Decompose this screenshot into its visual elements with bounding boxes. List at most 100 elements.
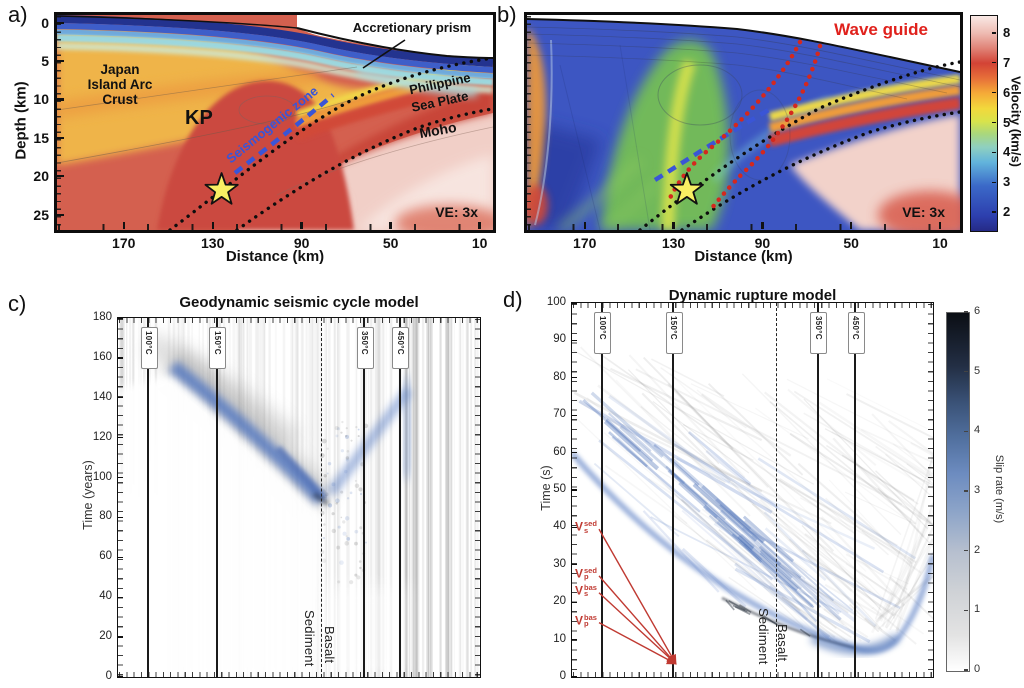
panel-d-letter: d): [503, 287, 523, 312]
panel-d-right-ticks: [927, 303, 933, 676]
panel-c-field-art: [117, 317, 480, 677]
japan-arc-crust-line2: Island Arc: [87, 76, 153, 92]
x-tick-label: 50: [382, 235, 399, 251]
y-tick-mark: [572, 564, 577, 566]
velocity-colorbar-tick-label: 3: [1003, 174, 1011, 190]
x-tick-label: 10: [471, 235, 488, 251]
x-tick-label: 90: [754, 235, 771, 251]
velocity-colorbar-tick-label: 6: [1003, 84, 1011, 100]
x-tick-mark: [211, 222, 214, 229]
y-tick-mark: [572, 302, 577, 304]
slip-colorbar-tick-mark: [964, 490, 968, 492]
velocity-colorbar-tick-mark: [992, 181, 996, 183]
y-tick-label: 60: [553, 445, 566, 458]
panel-c-title: Geodynamic seismic cycle model: [179, 294, 419, 311]
isotherm-line: [601, 303, 603, 677]
isotherm-line: [672, 303, 674, 677]
y-tick-mark: [572, 451, 577, 454]
x-tick-label: 130: [661, 235, 686, 251]
y-tick-label: 0: [41, 14, 49, 31]
distance-axis-label-b: Distance (km): [694, 248, 793, 265]
isotherm-line: [363, 318, 365, 677]
y-tick-mark: [118, 476, 123, 479]
isotherm-label: 450°C: [395, 330, 405, 355]
x-tick-mark: [300, 222, 303, 229]
isotherm-label-box: 350°C: [356, 327, 374, 369]
panel-c-right-ticks: [474, 318, 480, 676]
panel-a-velocity-section: [54, 12, 496, 233]
y-tick-mark: [572, 526, 577, 529]
velocity-colorbar-tick-label: 2: [1003, 204, 1011, 220]
panel-d-field-art: [571, 302, 933, 677]
velocity-colorbar-tick-mark: [992, 151, 996, 154]
y-tick-label: 25: [33, 206, 49, 223]
isotherm-label-box: 100°C: [594, 312, 612, 354]
isotherm-label: 100°C: [144, 330, 154, 355]
seismogenic-zone-dashed-line-b: [653, 106, 774, 182]
slip-colorbar-tick-label: 5: [974, 364, 981, 377]
y-tick-mark: [118, 636, 123, 638]
slip-rate-colorbar-label: Slip rate (m/s): [993, 454, 1005, 524]
velocity-colorbar-tick-label: 5: [1003, 114, 1011, 130]
y-tick-label: 0: [559, 670, 566, 682]
distance-axis-label-a: Distance (km): [225, 248, 325, 265]
hypocenter-star: [204, 172, 239, 205]
slip-colorbar-tick-mark: [964, 550, 968, 552]
y-tick-label: 40: [553, 520, 566, 533]
japan-arc-crust-line1: Japan: [100, 62, 140, 77]
japan-arc-crust-line3: Crust: [102, 91, 138, 107]
y-tick-label: 50: [553, 483, 566, 495]
isotherm-label-box: 100°C: [140, 327, 158, 369]
isotherm-line: [147, 318, 149, 677]
y-tick-label: 60: [99, 550, 112, 563]
x-tick-label: 50: [843, 235, 859, 251]
isotherm-line: [399, 318, 401, 677]
wave-speed-sup: bas: [584, 582, 597, 592]
y-tick-label: 160: [92, 350, 112, 363]
slip-colorbar-tick-label: 4: [974, 424, 981, 437]
velocity-colorbar-tick-label: 4: [1003, 144, 1011, 160]
lithology-boundary-dashed-line: [776, 303, 778, 677]
plate-interface-dotted-line-b: [638, 60, 960, 230]
wave-speed-sup: sed: [584, 519, 597, 529]
y-tick-label: 80: [553, 370, 566, 383]
y-tick-label: 90: [553, 333, 566, 346]
isotherm-label: 450°C: [851, 315, 861, 340]
isotherm-label-box: 450°C: [392, 327, 410, 369]
x-tick-label: 170: [573, 235, 597, 251]
panel-b-y-minor-ticks: [527, 16, 531, 229]
ve-label-a: VE: 3x: [435, 204, 478, 220]
x-tick-mark: [389, 222, 392, 229]
y-tick-label: 180: [92, 311, 112, 323]
plate-interface-dotted-line: [168, 56, 493, 230]
y-tick-mark: [118, 556, 123, 559]
y-tick-mark: [118, 516, 123, 519]
isotherm-label: 100°C: [597, 315, 607, 340]
isotherm-line: [216, 318, 218, 677]
y-tick-mark: [57, 59, 64, 63]
panel-c-seismic-cycle-plot: [116, 316, 481, 678]
wave-speed-base: V: [575, 566, 584, 581]
velocity-colorbar-tick-mark: [992, 91, 996, 94]
panel-c-letter: c): [8, 291, 27, 316]
panel-a-y-minor-ticks: [57, 16, 61, 229]
slip-colorbar-tick-label: 6: [974, 305, 981, 317]
y-tick-label: 100: [92, 470, 112, 483]
x-tick-mark: [672, 222, 675, 229]
y-tick-label: 140: [92, 390, 112, 403]
wave-speed-base: V: [575, 613, 584, 628]
isotherm-label: 150°C: [212, 330, 222, 355]
wave-guide-boundary-dotted-upper: [667, 39, 803, 201]
panel-c-top-ticks: [118, 317, 479, 323]
slip-colorbar-tick-mark: [964, 371, 968, 373]
slip-colorbar-tick-mark: [964, 609, 968, 611]
y-tick-mark: [118, 596, 123, 598]
lithology-boundary-label: Sediment: [302, 610, 318, 667]
panel-d-rupture-plot: [570, 301, 934, 678]
wave-guide-label: Wave guide: [834, 20, 928, 39]
wave-speed-sub: p: [584, 572, 589, 582]
velocity-colorbar-tick-mark: [992, 32, 996, 34]
y-tick-mark: [572, 676, 577, 678]
